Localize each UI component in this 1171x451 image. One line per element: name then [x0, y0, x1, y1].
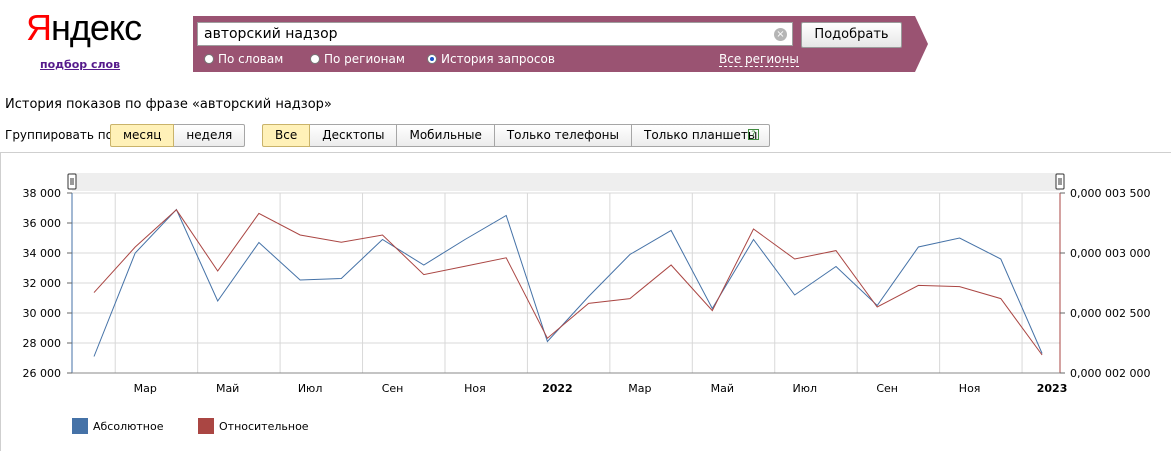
device-phones-button[interactable]: Только телефоны	[494, 124, 632, 147]
y-left-tick-label: 34 000	[23, 247, 62, 260]
chart-frame: 26 000 28 000 30 000 32 000 34 000 36 000 38 0…	[0, 152, 1171, 451]
y-left-tick-label: 26 000	[23, 367, 62, 380]
help-icon[interactable]: ?	[748, 129, 759, 140]
x-tick-label: Сен	[382, 382, 404, 395]
x-tick-label: Ноя	[959, 382, 981, 395]
device-desktop-button[interactable]: Десктопы	[310, 124, 398, 147]
search-panel-arrow	[915, 16, 928, 72]
navigator-left-handle[interactable]	[67, 173, 77, 190]
group-month-button[interactable]: месяц	[110, 124, 175, 147]
y-right-tick-label: 0,000 002 000	[1070, 367, 1150, 380]
page-title: История показов по фразе «авторский надз…	[5, 97, 332, 112]
series-absolute-line	[93, 208, 1043, 357]
y-left-tick-label: 32 000	[23, 277, 62, 290]
group-by-toggle: месяц неделя	[110, 124, 246, 147]
navigator-right-handle[interactable]	[1055, 173, 1065, 190]
device-mobile-button[interactable]: Мобильные	[397, 124, 495, 147]
y-left-tick-label: 28 000	[23, 337, 62, 350]
x-tick-label: 2022	[542, 382, 573, 395]
group-week-button[interactable]: неделя	[174, 124, 246, 147]
x-tick-label: Июл	[792, 382, 817, 395]
y-left-tick-label: 30 000	[23, 307, 62, 320]
group-by-label: Группировать по:	[5, 128, 118, 142]
x-tick-label: Мар	[628, 382, 651, 395]
history-chart: 26 000 28 000 30 000 32 000 34 000 36 000 38 0…	[23, 173, 1150, 434]
x-tick-label: Май	[216, 382, 239, 395]
y-right-tick-label: 0,000 003 500	[1070, 187, 1150, 200]
yandex-logo[interactable]: Яндекс	[26, 7, 142, 48]
x-tick-label: Сен	[876, 382, 898, 395]
series-relative-line	[93, 209, 1043, 356]
search-input[interactable]	[197, 22, 793, 46]
legend-swatch[interactable]	[198, 418, 214, 434]
mode-by-regions-radio[interactable]: По регионам	[310, 52, 405, 66]
x-tick-label: Июл	[298, 382, 323, 395]
legend-swatch[interactable]	[72, 418, 88, 434]
device-tablets-button[interactable]: Только планшеты	[632, 124, 771, 147]
mode-by-words-radio[interactable]: По словам	[204, 52, 283, 66]
x-tick-label: Мар	[134, 382, 157, 395]
mode-history-radio[interactable]: История запросов	[427, 52, 555, 66]
all-regions-link[interactable]: Все регионы	[719, 52, 799, 67]
legend-label[interactable]: Относительное	[219, 420, 309, 433]
radio-icon	[204, 54, 214, 64]
radio-selected-icon	[427, 54, 437, 64]
clear-icon[interactable]: ×	[774, 28, 787, 41]
y-right-tick-label: 0,000 002 500	[1070, 307, 1150, 320]
legend-label[interactable]: Абсолютное	[93, 420, 164, 433]
x-tick-label: Май	[711, 382, 734, 395]
navigator-bar[interactable]	[72, 173, 1060, 191]
y-right-tick-label: 0,000 003 000	[1070, 247, 1150, 260]
x-tick-label: Ноя	[464, 382, 486, 395]
y-left-tick-label: 38 000	[23, 187, 62, 200]
device-filter: Все Десктопы Мобильные Только телефоны Т…	[262, 124, 771, 147]
wordstat-link[interactable]: подбор слов	[40, 58, 121, 71]
device-all-button[interactable]: Все	[262, 124, 311, 147]
submit-button[interactable]: Подобрать	[801, 22, 902, 48]
x-tick-label: 2023	[1037, 382, 1068, 395]
y-left-tick-label: 36 000	[23, 217, 62, 230]
radio-icon	[310, 54, 320, 64]
